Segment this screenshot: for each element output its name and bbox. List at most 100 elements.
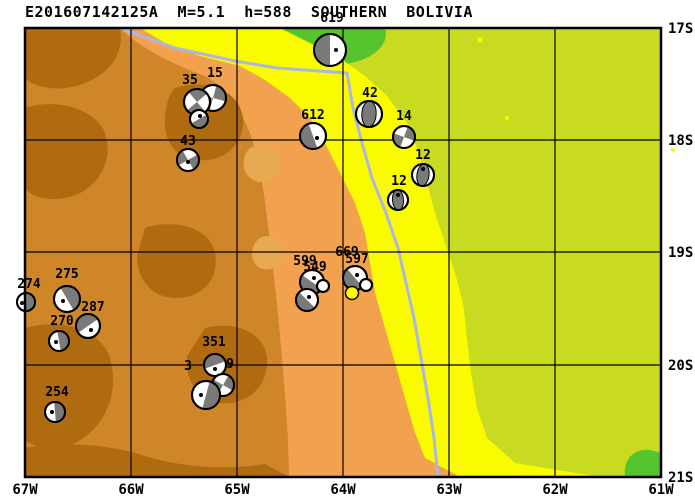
ball-center-dot bbox=[307, 295, 311, 299]
ball-gray-half bbox=[296, 292, 315, 311]
focal-mechanism-ball bbox=[44, 401, 66, 423]
map-area: 3 9 619 15 35 43 612 42 14 12 12 274 275 287 270 254 351… bbox=[12, 11, 693, 498]
terrain-tan-patch-1 bbox=[243, 144, 280, 183]
ball-outline bbox=[299, 122, 327, 150]
focal-mechanism-ball bbox=[299, 122, 327, 150]
ball-center-dot bbox=[334, 48, 338, 52]
depth-label: 619 bbox=[320, 11, 343, 26]
lat-axis-label: 19S bbox=[668, 245, 693, 261]
depth-label: 275 bbox=[55, 267, 78, 282]
ball-gray-half bbox=[204, 354, 226, 369]
lat-axis-label: 21S bbox=[668, 470, 693, 486]
ball-center-dot bbox=[421, 167, 425, 171]
ball-gray-quadrant bbox=[188, 89, 207, 102]
ball-gray-half bbox=[314, 34, 330, 66]
river-main-line bbox=[123, 28, 440, 479]
depth-label: 12 bbox=[415, 148, 431, 163]
focal-mechanism-ball bbox=[183, 88, 211, 116]
lon-axis-label: 66W bbox=[118, 482, 144, 498]
lon-axis-label: 62W bbox=[542, 482, 568, 498]
depth-label: 35 bbox=[182, 73, 198, 88]
depth-label: 599 bbox=[293, 254, 316, 269]
depth-label: 669 bbox=[335, 245, 358, 260]
depth-label: 43 bbox=[180, 134, 196, 149]
lat-axis-label: 20S bbox=[668, 358, 693, 374]
ball-outline bbox=[44, 401, 66, 423]
ball-outline bbox=[48, 330, 70, 352]
ball-center-dot bbox=[20, 301, 24, 305]
depth-label: 12 bbox=[391, 174, 407, 189]
lat-axis-label: 18S bbox=[668, 133, 693, 149]
depth-label: 270 bbox=[50, 314, 74, 329]
depth-label: 287 bbox=[81, 300, 104, 315]
terrain-yellow-dot bbox=[671, 148, 675, 152]
focal-mechanism-ball bbox=[313, 33, 347, 67]
ball-gray-half bbox=[76, 314, 98, 333]
ball-center-dot bbox=[198, 114, 202, 118]
ball-gray-half bbox=[300, 123, 318, 149]
ball-outline bbox=[359, 278, 373, 292]
lat-axis-label: 17S bbox=[668, 21, 693, 37]
lon-axis-label: 63W bbox=[436, 482, 462, 498]
ball-outline bbox=[316, 279, 330, 293]
ball-center-dot bbox=[61, 299, 65, 303]
depth-label: 549 bbox=[303, 260, 326, 275]
ball-outline bbox=[75, 313, 101, 339]
ball-center-dot bbox=[315, 136, 319, 140]
ball-outline bbox=[355, 100, 383, 128]
terrain-dark-brown-bottom bbox=[25, 444, 289, 477]
ball-gray-half bbox=[60, 286, 80, 311]
focal-mechanism-ball bbox=[191, 380, 221, 410]
terrain-dark-brown-west bbox=[25, 104, 108, 199]
lon-axis-label: 65W bbox=[224, 482, 250, 498]
ball-outline bbox=[53, 285, 81, 313]
ball-center-dot bbox=[355, 273, 359, 277]
focal-mechanism-ball bbox=[176, 148, 200, 172]
ball-outline bbox=[387, 189, 409, 211]
plot-title: E201607142125A M=5.1 h=588 SOUTHERN BOLI… bbox=[25, 3, 473, 21]
map-border bbox=[23, 26, 663, 479]
terrain-dark-brown-nw bbox=[25, 28, 121, 89]
focal-mechanism-ball bbox=[411, 163, 435, 187]
depth-label: 254 bbox=[45, 385, 69, 400]
depth-label-fragment: 9 bbox=[226, 357, 234, 372]
terrain-forest-patch-bottomright bbox=[624, 449, 661, 477]
ball-gray-half bbox=[191, 114, 208, 128]
focal-mechanism-ball bbox=[392, 125, 416, 149]
ball-outline bbox=[392, 125, 416, 149]
ball-center-dot bbox=[199, 393, 203, 397]
depth-label: 14 bbox=[396, 109, 412, 124]
lon-axis-label: 64W bbox=[330, 482, 356, 498]
ball-gray-half bbox=[202, 381, 220, 409]
terrain-dark-brown-mid bbox=[137, 224, 216, 299]
depth-label: 274 bbox=[17, 277, 41, 292]
depth-label: 597 bbox=[345, 252, 368, 267]
focal-mechanism-ball bbox=[48, 330, 70, 352]
ball-outline bbox=[191, 380, 221, 410]
focal-mechanism-ball bbox=[189, 109, 209, 129]
ball-center-dot bbox=[50, 410, 54, 414]
lon-axis-label: 61W bbox=[648, 482, 674, 498]
focal-mechanism-ball bbox=[203, 353, 227, 377]
focal-mechanism-ball bbox=[53, 285, 81, 313]
ball-gray-half bbox=[54, 402, 65, 422]
ball-outline bbox=[411, 163, 435, 187]
focal-mechanism-ball bbox=[359, 278, 373, 292]
terrain-yellow-dot bbox=[477, 37, 483, 43]
ball-center-dot bbox=[89, 328, 93, 332]
focal-mechanism-ball bbox=[387, 189, 409, 211]
depth-label: 15 bbox=[207, 66, 223, 81]
focal-mechanism-ball bbox=[316, 279, 330, 293]
focal-mechanism-ball bbox=[295, 288, 319, 312]
ball-center-dot bbox=[186, 160, 190, 164]
focal-mechanism-ball bbox=[355, 100, 383, 128]
depth-label: 42 bbox=[362, 86, 378, 101]
terrain-yellow-dot bbox=[505, 116, 509, 120]
terrain-tan-patch-2 bbox=[251, 235, 284, 270]
focal-mechanism-ball bbox=[75, 313, 101, 339]
ball-center-dot bbox=[312, 276, 316, 280]
ball-gray-half bbox=[343, 268, 363, 290]
ball-center-dot bbox=[213, 367, 217, 371]
lon-axis-label: 67W bbox=[12, 482, 38, 498]
